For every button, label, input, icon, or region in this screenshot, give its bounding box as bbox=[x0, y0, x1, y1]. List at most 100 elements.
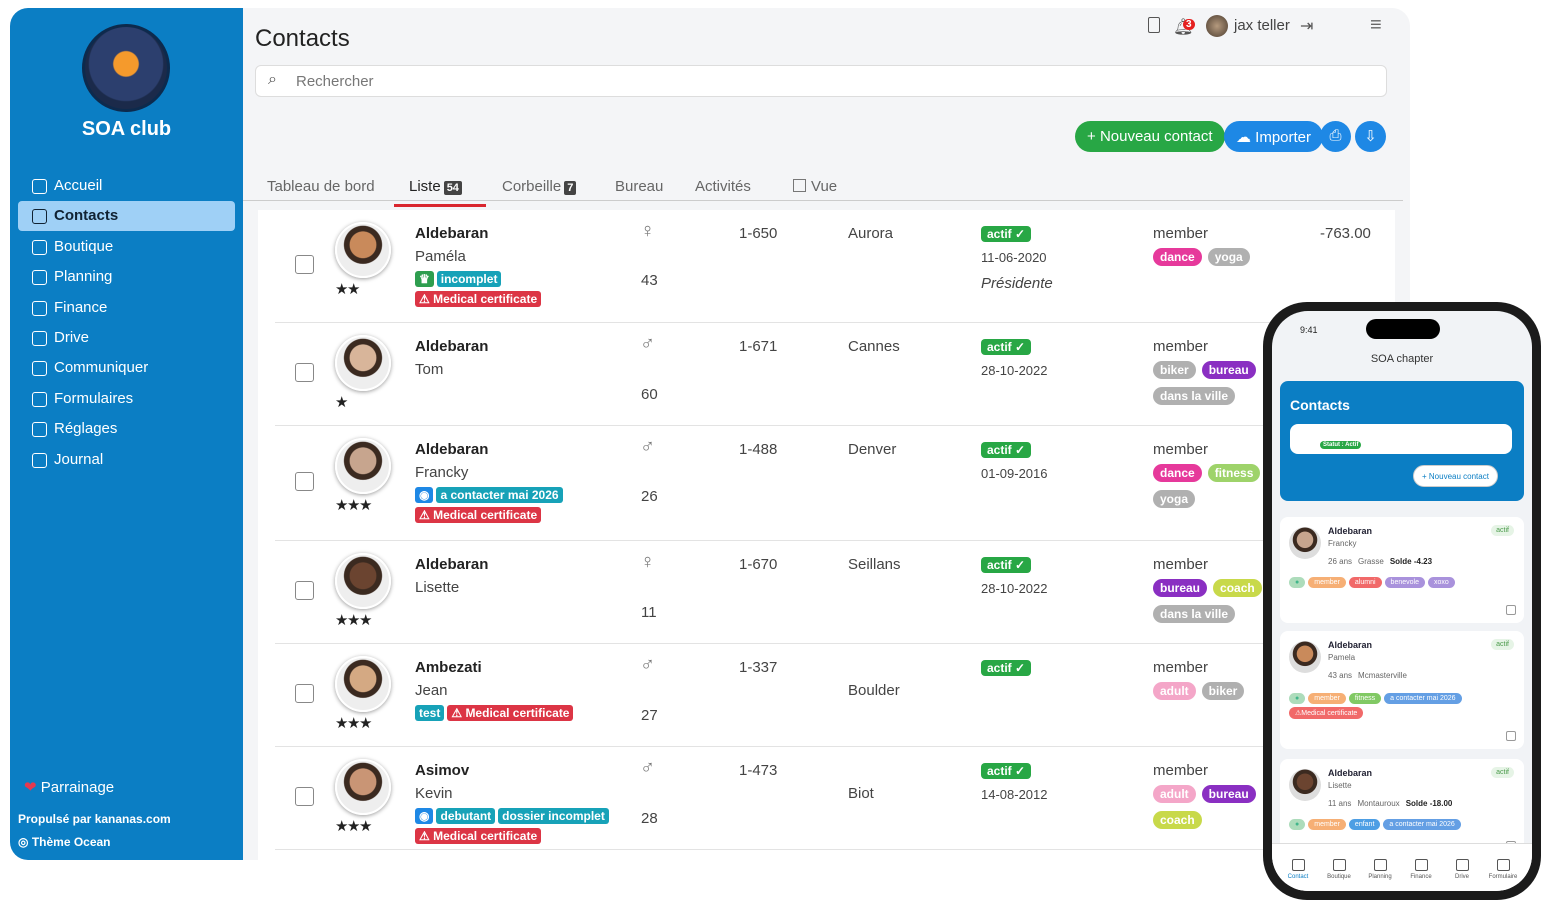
labels: dance yoga bbox=[1153, 248, 1273, 274]
star: ★ bbox=[335, 715, 349, 732]
search[interactable]: ⌕ Rechercher bbox=[255, 65, 1387, 97]
menu-item[interactable]: Contacts bbox=[18, 201, 235, 232]
tab[interactable]: Liste 54 bbox=[394, 178, 486, 207]
last-name: Aldebaran bbox=[415, 441, 489, 458]
phone-mockup: 9:41 SOA chapter Contacts Statut : Actif… bbox=[1263, 302, 1541, 900]
phone-first: Pamela bbox=[1328, 653, 1356, 662]
import-button[interactable]: ☁ Importer bbox=[1224, 121, 1324, 152]
member-type: member bbox=[1153, 338, 1209, 355]
user-avatar[interactable] bbox=[1206, 15, 1228, 37]
tag: ♛ bbox=[415, 271, 434, 287]
new-contact-button[interactable]: + Nouveau contact bbox=[1075, 121, 1225, 152]
contact-row[interactable]: ★★★AmbezatiJeantestMedical certificate♂2… bbox=[275, 644, 1395, 747]
phone-info-item: Montauroux bbox=[1357, 799, 1400, 808]
print-button[interactable]: ⎙ bbox=[1320, 121, 1351, 152]
checkbox[interactable] bbox=[295, 362, 314, 382]
tab[interactable]: Activités bbox=[695, 178, 751, 195]
phone-checkbox[interactable] bbox=[1506, 731, 1516, 741]
tab[interactable]: Corbeille 7 bbox=[502, 178, 577, 195]
star: ★ bbox=[335, 497, 349, 514]
gender: ♀ bbox=[640, 551, 655, 573]
tab[interactable]: Vue bbox=[793, 178, 837, 195]
phone-card[interactable]: Aldebaran Francky 26 ans Grasse Solde -4.23 a… bbox=[1280, 517, 1524, 623]
stars: ★★ bbox=[335, 280, 361, 299]
referral[interactable]: ❤ Parrainage bbox=[24, 779, 115, 796]
menu-item[interactable]: Journal bbox=[18, 445, 235, 475]
last-name: Aldebaran bbox=[415, 338, 489, 355]
menu-icon[interactable]: ≡ bbox=[1370, 14, 1382, 36]
phone-nav-item[interactable]: Boutique bbox=[1319, 859, 1359, 880]
checkbox[interactable] bbox=[295, 254, 314, 274]
phone-nav-item[interactable]: Planning bbox=[1360, 859, 1400, 880]
phone-nav-item[interactable]: Drive bbox=[1442, 859, 1482, 880]
menu-item[interactable]: Communiquer bbox=[18, 353, 235, 383]
checkbox[interactable] bbox=[295, 683, 314, 703]
checkbox[interactable] bbox=[295, 471, 314, 491]
alert-tag: Medical certificate bbox=[415, 507, 542, 523]
tab[interactable]: Tableau de bord bbox=[267, 178, 375, 195]
label-pill: biker bbox=[1201, 682, 1245, 700]
phone-card[interactable]: Aldebaran Lisette 11 ans Montauroux Solde -1… bbox=[1280, 759, 1524, 859]
join-date: 01-09-2016 bbox=[981, 466, 1048, 481]
tab-label: Corbeille bbox=[502, 178, 562, 195]
tab-label: Activités bbox=[695, 178, 751, 195]
status: actif bbox=[981, 557, 1032, 573]
contact-row[interactable]: ★★★ Aldebaran Francky ◉ a contacter mai 2026… bbox=[275, 426, 1395, 541]
contact-row[interactable]: ★ Aldebaran Tom ♂ 60 1-671 Cannes actif 28-10-20… bbox=[275, 323, 1395, 426]
contact-row[interactable]: ★★★ Aldebaran Lisette ♀ 11 1-670 Seillans actif… bbox=[275, 541, 1395, 644]
checkbox[interactable] bbox=[295, 786, 314, 806]
star: ★ bbox=[347, 818, 361, 835]
phone-checkbox[interactable] bbox=[1506, 605, 1516, 615]
star: ★ bbox=[335, 612, 349, 629]
phone-time: 9:41 bbox=[1300, 325, 1318, 335]
contact-row[interactable]: ★★ Aldebaran Paméla ♛incomplet Medical certi… bbox=[275, 210, 1395, 323]
menu-item[interactable]: Drive bbox=[18, 323, 235, 353]
phone-tag: enfant bbox=[1348, 819, 1381, 830]
download-button[interactable]: ⇩ bbox=[1355, 121, 1386, 152]
phone-info-item: 11 ans bbox=[1328, 799, 1352, 808]
phone-search[interactable]: Statut : Actif bbox=[1290, 424, 1512, 454]
tab[interactable]: Bureau bbox=[615, 178, 663, 195]
tab-count: 7 bbox=[564, 181, 577, 195]
checkbox[interactable] bbox=[295, 580, 314, 600]
status: actif bbox=[981, 226, 1032, 242]
phone-first: Lisette bbox=[1328, 781, 1352, 790]
join-date: 14-08-2012 bbox=[981, 787, 1048, 802]
logout-icon[interactable]: ⇥ bbox=[1300, 18, 1314, 35]
user-name[interactable]: jax teller bbox=[1234, 17, 1290, 34]
phone-nav-item[interactable]: Contact bbox=[1278, 859, 1318, 880]
phone-filter: Statut : Actif bbox=[1320, 441, 1362, 449]
phone-info: 11 ans Montauroux Solde -18.00 bbox=[1328, 799, 1458, 808]
menu-item[interactable]: Accueil bbox=[18, 171, 235, 201]
phone-nav-item[interactable]: Formulaire bbox=[1483, 859, 1523, 880]
phone-card[interactable]: Aldebaran Pamela 43 ans Mcmasterville actif ●… bbox=[1280, 631, 1524, 749]
labels: adult bureau coach bbox=[1153, 785, 1273, 837]
menu-item[interactable]: Réglages bbox=[18, 414, 235, 444]
theme-text: Thème Ocean bbox=[31, 835, 111, 849]
powered-by[interactable]: Propulsé par kananas.com bbox=[18, 812, 171, 826]
bell-icon[interactable]: 🔔︎3 bbox=[1173, 17, 1195, 37]
menu-item[interactable]: Planning bbox=[18, 262, 235, 292]
star: ★ bbox=[335, 818, 349, 835]
tab-label: Liste bbox=[409, 178, 441, 195]
menu-item[interactable]: Formulaires bbox=[18, 384, 235, 414]
button-label: Nouveau contact bbox=[1099, 128, 1213, 145]
stars: ★★★ bbox=[335, 611, 372, 630]
star: ★ bbox=[347, 281, 361, 298]
club-logo bbox=[82, 24, 170, 112]
phone-new-contact[interactable]: + Nouveau contact bbox=[1413, 465, 1498, 487]
alert-tag: Medical certificate bbox=[447, 705, 574, 721]
theme[interactable]: ◎ Thème Ocean bbox=[18, 835, 111, 849]
tab-label: Vue bbox=[811, 178, 838, 195]
contact-row[interactable]: ★★★ Asimov Kevin ◉ debutant dossier incomplet… bbox=[275, 747, 1395, 850]
phone-nav-item[interactable]: Finance bbox=[1401, 859, 1441, 880]
menu-item[interactable]: Boutique bbox=[18, 232, 235, 262]
menu-item[interactable]: Finance bbox=[18, 293, 235, 323]
alert-tag: Medical certificate bbox=[415, 291, 542, 307]
star: ★ bbox=[359, 818, 373, 835]
phone-info-item: Grasse bbox=[1358, 557, 1384, 566]
age: 26 bbox=[641, 488, 658, 505]
bookmark-icon[interactable] bbox=[1148, 17, 1160, 33]
label-pill: fitness bbox=[1207, 464, 1261, 482]
tag: ◉ bbox=[415, 808, 434, 824]
